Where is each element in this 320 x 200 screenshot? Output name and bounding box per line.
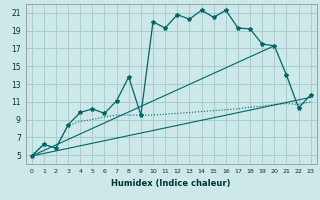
X-axis label: Humidex (Indice chaleur): Humidex (Indice chaleur) — [111, 179, 231, 188]
